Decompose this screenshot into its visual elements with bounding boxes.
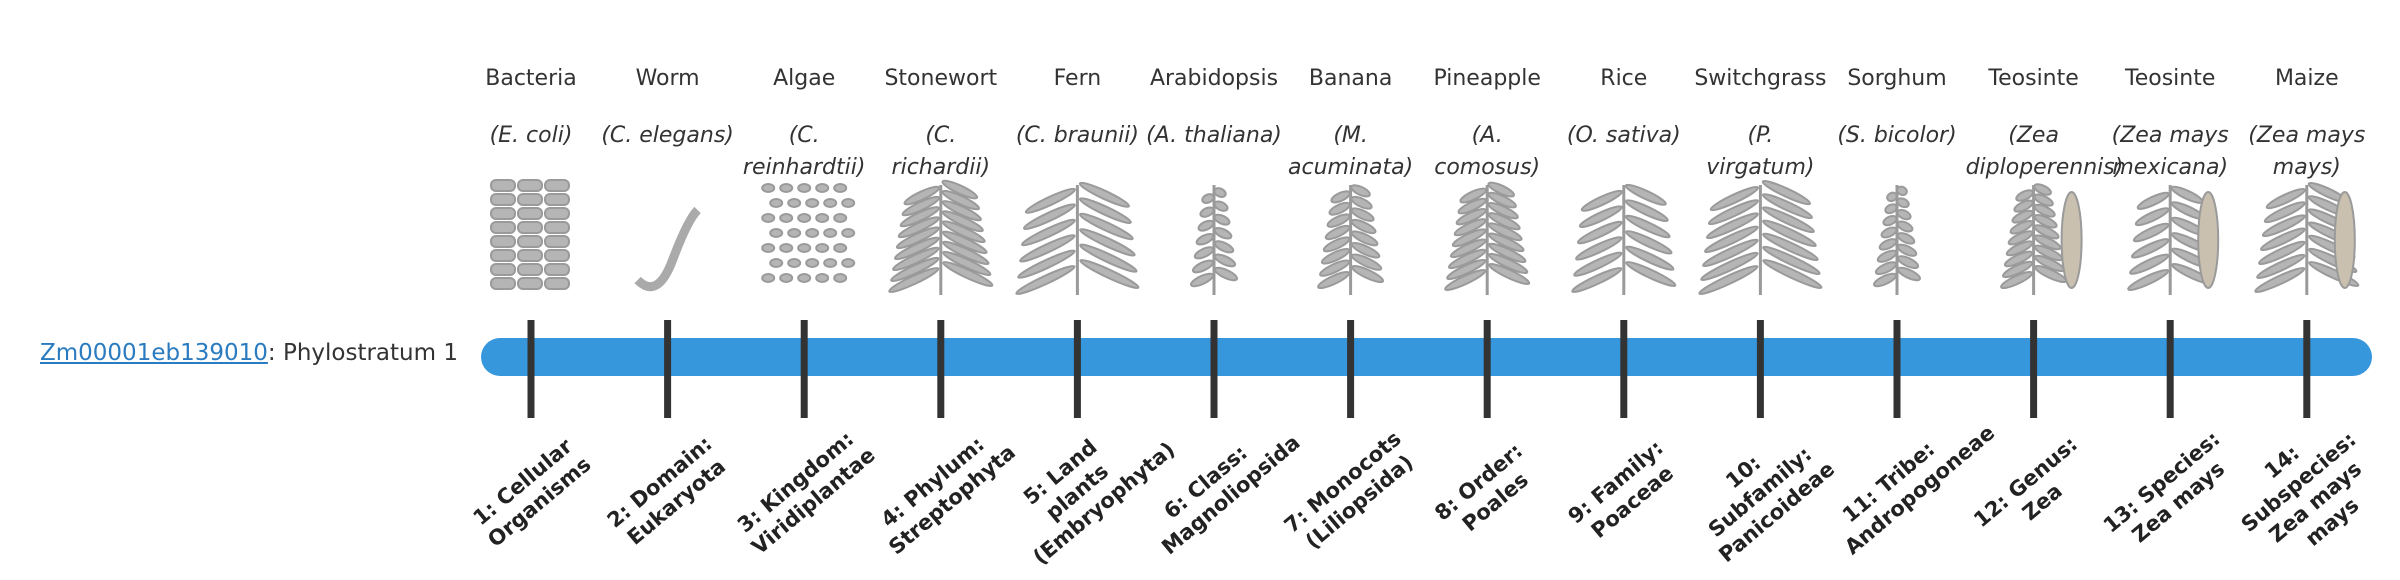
taxon-name: Maize xyxy=(2274,66,2339,91)
taxon-species: (A. thaliana) xyxy=(1146,123,1282,148)
taxon-name: Worm xyxy=(635,66,700,91)
taxon-species: (P. virgatum) xyxy=(1706,123,1815,180)
taxon-species: (C. reinhardtii) xyxy=(742,123,866,180)
taxon-species: (C. braunii) xyxy=(1015,123,1139,148)
taxon-name: Arabidopsis xyxy=(1149,66,1279,91)
taxon-species: (Zea mays mexicana) xyxy=(2111,123,2229,180)
taxon-name: Teosinte xyxy=(1988,66,2079,91)
organism-image xyxy=(2254,181,2360,295)
taxon-name: Fern xyxy=(1053,66,1102,91)
taxon-name: Bacteria xyxy=(485,66,577,91)
organism-image xyxy=(1571,183,1677,295)
organism-image xyxy=(1444,181,1531,295)
taxon-name: Sorghum xyxy=(1847,66,1947,91)
gene-stratum: : Phylostratum 1 xyxy=(267,340,458,366)
taxon-species: (A. comosus) xyxy=(1434,123,1541,180)
organism-image xyxy=(1317,184,1385,295)
organism-image xyxy=(1872,185,1922,295)
organism-image xyxy=(2000,183,2083,295)
taxon-name: Stonewort xyxy=(884,66,998,91)
organism-image xyxy=(490,179,570,290)
organism-image xyxy=(1189,185,1239,295)
taxon-species: (Zea diploperennis) xyxy=(1965,123,2124,180)
organism-image xyxy=(634,206,701,292)
taxon-name: Banana xyxy=(1308,66,1393,91)
taxon-name: Rice xyxy=(1600,66,1648,91)
taxon-species: (M. acuminata) xyxy=(1288,123,1414,180)
organism-image xyxy=(2127,185,2220,295)
taxon-name: Switchgrass xyxy=(1694,66,1827,91)
taxon-species: (E. coli) xyxy=(489,123,573,148)
gene-link[interactable]: Zm00001eb139010 xyxy=(40,340,268,366)
organism-image xyxy=(1015,181,1140,296)
taxon-name: Teosinte xyxy=(2125,66,2216,91)
gene-label: Zm00001eb139010: Phylostratum 1 xyxy=(40,340,458,366)
taxon-species: (S. bicolor) xyxy=(1837,123,1957,148)
taxon-species: (Zea mays mays) xyxy=(2248,123,2366,180)
timeline-bar xyxy=(481,338,2372,376)
organism-image xyxy=(888,179,994,295)
taxon-species: (C. richardii) xyxy=(891,123,991,180)
taxon-species: (C. elegans) xyxy=(601,123,734,148)
organism-image xyxy=(1698,180,1823,296)
organism-image xyxy=(761,183,856,283)
taxon-name: Pineapple xyxy=(1433,66,1541,91)
taxon-name: Algae xyxy=(773,66,836,91)
taxon-species: (O. sativa) xyxy=(1566,123,1681,148)
